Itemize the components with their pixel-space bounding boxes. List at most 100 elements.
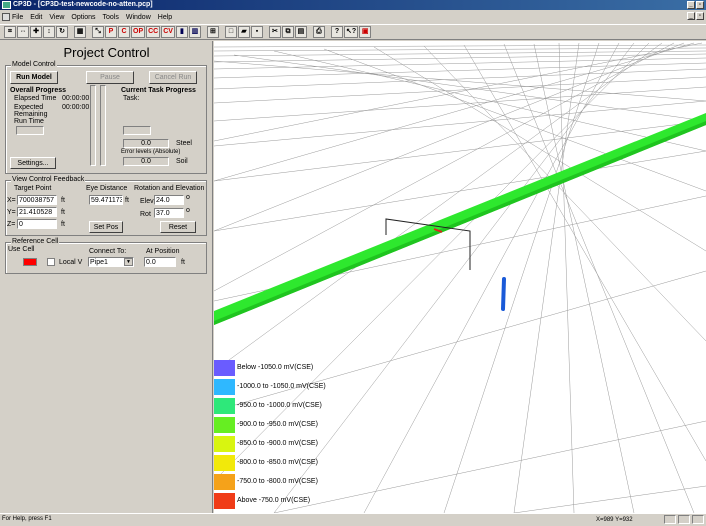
model-control-label: Model Control [11, 61, 57, 68]
report-icon[interactable]: ▣ [359, 26, 372, 38]
soil-error-field: 0.0 [123, 157, 169, 166]
legend-item: -800.0 to -850.0 mV(CSE) [214, 455, 344, 471]
toolbar-c-button[interactable]: C [118, 26, 130, 38]
context-help-icon[interactable]: ↖? [343, 26, 359, 38]
z-unit-label: ft [61, 221, 65, 228]
error-levels-label: Error levels (Absolute) [121, 149, 181, 155]
3d-viewport[interactable]: Below -1050.0 mV(CSE) -1000.0 to -1050.0 … [214, 41, 706, 513]
help-icon[interactable]: ? [330, 26, 343, 38]
y-unit-label: ft [61, 209, 65, 216]
chart-icon[interactable]: ▮ [175, 26, 188, 38]
legend-label: -1000.0 to -1050.0 mV(CSE) [237, 383, 326, 390]
menu-options[interactable]: Options [71, 13, 96, 21]
at-position-label: At Position [146, 248, 180, 255]
rotation-elevation-label: Rotation and Elevation [134, 185, 205, 192]
position-unit-label: ft [181, 259, 185, 266]
overall-progress-vbar [90, 85, 96, 166]
toolbar: ⌗ ⇔ ✚ ↕ ↻ ▦ ⤡ P C OP CC CV ▮ ▥ ⊞ □ ▰ ▪ ✂… [0, 24, 706, 40]
document-icon[interactable] [2, 13, 10, 21]
model-control-group: Model Control Run Model Pause Cancel Run… [5, 61, 207, 174]
status-coordinates: X=989 Y=932 [596, 517, 633, 523]
eye-distance-field[interactable]: 59.471173 [89, 195, 123, 205]
status-pane [664, 515, 676, 524]
copy-icon[interactable]: ⧉ [281, 26, 294, 38]
task-progress-bar [123, 126, 151, 135]
toolbar-p-button[interactable]: P [105, 26, 117, 38]
status-pane [692, 515, 704, 524]
chevron-down-icon[interactable]: ▼ [124, 258, 133, 266]
project-control-panel: Project Control Model Control Run Model … [0, 41, 213, 513]
table-icon[interactable]: ▦ [74, 26, 86, 38]
probe-icon[interactable]: ⤡ [92, 26, 104, 38]
menu-view[interactable]: View [49, 13, 65, 21]
cut-icon[interactable]: ✂ [268, 26, 281, 38]
elevation-field[interactable]: 24.0 [154, 195, 184, 205]
reset-button[interactable]: Reset [160, 221, 196, 233]
grid-icon[interactable]: ⌗ [4, 26, 16, 38]
print-icon[interactable]: ⎙ [312, 26, 325, 38]
menu-edit[interactable]: Edit [30, 13, 43, 21]
run-model-button[interactable]: Run Model [10, 71, 58, 84]
layout-icon[interactable]: ⊞ [206, 26, 219, 38]
local-v-checkbox[interactable] [47, 258, 55, 266]
elev-label: Elev [140, 198, 154, 205]
viewport-grid [214, 42, 706, 513]
panel-title: Project Control [63, 45, 150, 60]
reference-cell-group: Reference Cell Use Cell Connect To: At P… [5, 238, 207, 274]
restore-button[interactable]: ▫ [696, 1, 704, 9]
cell-color-swatch[interactable] [23, 258, 37, 266]
fit-icon[interactable]: ⇔ [17, 26, 29, 38]
window-titlebar: CP3D - [CP3D-test-newcode-no-atten.pcp] … [0, 0, 706, 10]
legend-item: -950.0 to -1000.0 mV(CSE) [214, 398, 344, 414]
menu-window[interactable]: Window [125, 13, 151, 21]
legend-swatch [214, 398, 235, 414]
current-task-heading: Current Task Progress [121, 87, 196, 94]
mdi-controls: _ ▫ [687, 12, 704, 20]
save-icon[interactable]: ▪ [250, 26, 263, 38]
menu-file[interactable]: File [12, 13, 24, 21]
rotate-icon[interactable]: ↻ [56, 26, 68, 38]
move-icon[interactable]: ✚ [30, 26, 42, 38]
menu-help[interactable]: Help [157, 13, 173, 21]
settings-button[interactable]: Settings... [10, 157, 56, 169]
new-file-icon[interactable]: □ [224, 26, 237, 38]
cancel-run-button[interactable]: Cancel Run [149, 71, 197, 84]
rotation-field[interactable]: 37.0 [154, 208, 184, 218]
minimize-button[interactable]: _ [687, 1, 695, 9]
task-progress-vbar [100, 85, 106, 166]
connect-to-select[interactable]: Pipe1 ▼ [88, 257, 134, 267]
steel-label: Steel [176, 140, 192, 147]
menu-tools[interactable]: Tools [102, 13, 119, 21]
pause-button[interactable]: Pause [86, 71, 134, 84]
target-z-field[interactable]: 0 [17, 219, 57, 229]
legend-swatch [214, 360, 235, 376]
target-y-field[interactable]: 21.410528 [17, 207, 57, 217]
status-pane [678, 515, 690, 524]
legend-swatch [214, 493, 235, 509]
open-folder-icon[interactable]: ▰ [237, 26, 250, 38]
paste-icon[interactable]: ▤ [294, 26, 307, 38]
legend-swatch [214, 417, 235, 433]
local-v-label: Local V [59, 259, 83, 266]
view-control-feedback-group: View Control Feedback Target Point Eye D… [5, 176, 207, 236]
at-position-field[interactable]: 0.0 [144, 257, 176, 267]
mdi-minimize-button[interactable]: _ [687, 12, 695, 20]
elev-degree-label: o [186, 194, 190, 201]
zoom-icon[interactable]: ↕ [43, 26, 55, 38]
toolbar-cc-button[interactable]: CC [146, 26, 161, 38]
toolbar-op-button[interactable]: OP [131, 26, 146, 38]
use-cell-label: Use Cell [8, 246, 35, 253]
legend-swatch [214, 455, 235, 471]
legend-label: -800.0 to -850.0 mV(CSE) [237, 459, 318, 466]
legend-label: -850.0 to -900.0 mV(CSE) [237, 440, 318, 447]
toolbar-cv-button[interactable]: CV [161, 26, 175, 38]
window-controls: _ ▫ [687, 1, 704, 9]
target-x-field[interactable]: 700038757 [17, 195, 57, 205]
bars-icon[interactable]: ▥ [188, 26, 201, 38]
legend-item: -850.0 to -900.0 mV(CSE) [214, 436, 344, 452]
legend-label: -900.0 to -950.0 mV(CSE) [237, 421, 318, 428]
mdi-restore-button[interactable]: ▫ [696, 12, 704, 20]
status-help-text: For Help, press F1 [2, 516, 52, 522]
set-pos-button[interactable]: Set Pos [89, 221, 123, 233]
task-label: Task: [123, 95, 140, 102]
